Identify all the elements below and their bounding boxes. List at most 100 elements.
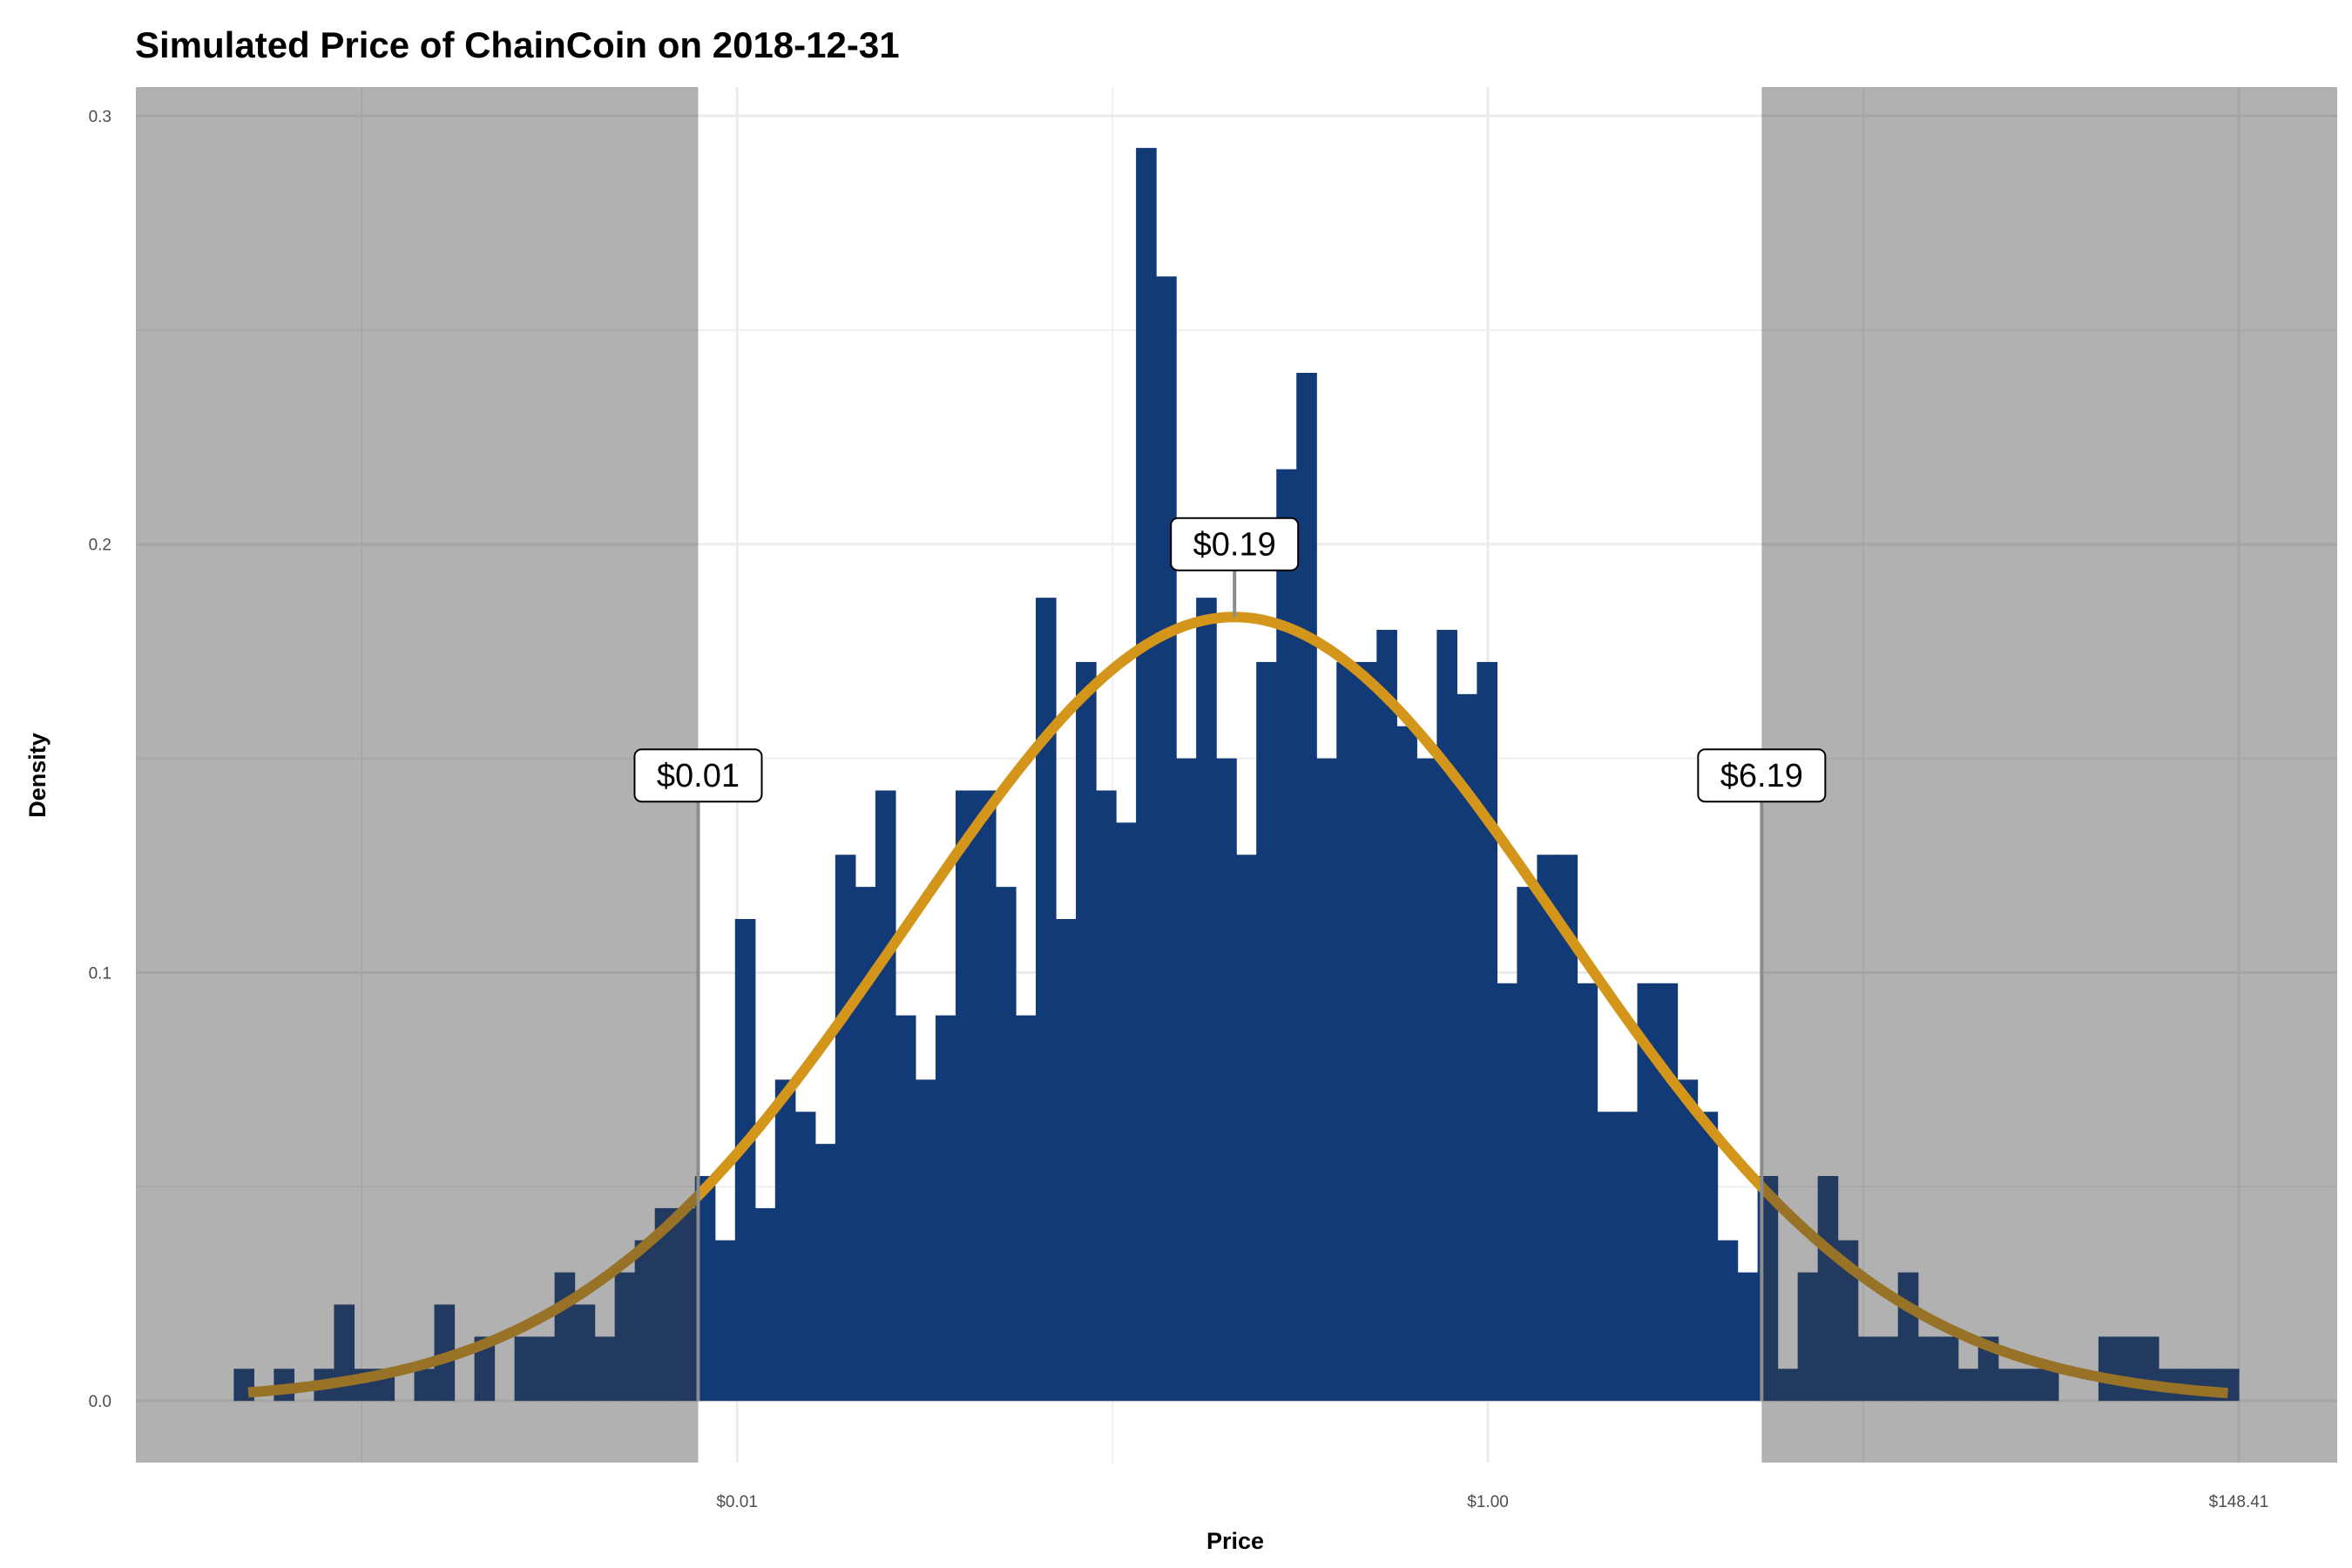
histogram-bar bbox=[1015, 1015, 1037, 1402]
histogram-bar bbox=[1577, 983, 1598, 1402]
histogram-bar bbox=[1997, 1369, 2019, 1402]
histogram-bar bbox=[895, 1015, 916, 1402]
histogram-bar bbox=[694, 1176, 716, 1402]
histogram-bar bbox=[1296, 372, 1317, 1402]
histogram-bar bbox=[614, 1272, 636, 1402]
histogram-bar bbox=[1597, 1112, 1619, 1402]
histogram-bar bbox=[1837, 1240, 1859, 1402]
histogram-bar bbox=[1697, 1112, 1719, 1402]
histogram-bar bbox=[1416, 758, 1437, 1402]
histogram-bar bbox=[1717, 1240, 1739, 1402]
histogram-bar bbox=[1396, 726, 1417, 1402]
histogram-bar bbox=[474, 1336, 496, 1402]
histogram-bar bbox=[1877, 1336, 1899, 1402]
annotation-label: $0.01 bbox=[657, 758, 740, 794]
histogram-bar bbox=[875, 790, 896, 1402]
y-tick-label: 0.3 bbox=[89, 108, 112, 126]
histogram-bar bbox=[1677, 1079, 1699, 1402]
histogram-bar bbox=[955, 790, 977, 1402]
annotation-label-box bbox=[1170, 517, 1300, 571]
histogram-bar bbox=[1917, 1336, 1939, 1402]
histogram-bar bbox=[1777, 1369, 1799, 1402]
histogram-bar bbox=[814, 1144, 836, 1402]
x-tick-label: $148.41 bbox=[2209, 1493, 2269, 1511]
annotation-label: $0.19 bbox=[1193, 527, 1276, 564]
histogram-bar bbox=[1056, 918, 1077, 1402]
histogram-bar bbox=[1096, 790, 1117, 1402]
histogram-bar bbox=[534, 1336, 556, 1402]
histogram-bar bbox=[1797, 1272, 1819, 1402]
histogram-bar bbox=[1617, 1112, 1639, 1402]
y-tick-label: 0.1 bbox=[89, 964, 112, 983]
y-axis-title: Density bbox=[24, 733, 51, 818]
histogram-bar bbox=[915, 1079, 936, 1402]
y-tick-label: 0.2 bbox=[89, 537, 112, 555]
histogram-bar bbox=[1136, 147, 1157, 1402]
histogram-bar bbox=[1737, 1272, 1759, 1402]
histogram-bar bbox=[1176, 758, 1197, 1402]
histogram-bar bbox=[594, 1336, 616, 1402]
histogram-bar bbox=[774, 1079, 796, 1402]
histogram-bar bbox=[1336, 661, 1357, 1402]
chart-title: Simulated Price of ChainCoin on 2018-12-… bbox=[135, 24, 900, 65]
histogram-bar bbox=[654, 1207, 676, 1402]
histogram-bar bbox=[1537, 855, 1558, 1402]
histogram-bar bbox=[1517, 887, 1538, 1402]
histogram-bar bbox=[1156, 276, 1177, 1402]
x-axis-ticks: $0.01 $1.00 $148.41 bbox=[716, 1493, 2268, 1511]
shaded-region bbox=[136, 87, 699, 1463]
histogram-bar bbox=[2038, 1369, 2059, 1402]
histogram-bar bbox=[1477, 661, 1497, 1402]
histogram-bar bbox=[1436, 630, 1457, 1402]
histogram-bar bbox=[1256, 661, 1277, 1402]
annotation-label: $6.19 bbox=[1720, 758, 1803, 794]
fitted-density-curve bbox=[247, 612, 2228, 1399]
histogram-bar bbox=[574, 1304, 596, 1402]
histogram-bar bbox=[1196, 598, 1217, 1402]
histogram-bar bbox=[714, 1240, 736, 1402]
histogram-bar bbox=[1316, 758, 1337, 1402]
histogram-bar bbox=[835, 855, 856, 1402]
histogram-bar bbox=[995, 887, 1017, 1402]
histogram-bar bbox=[1276, 469, 1297, 1402]
histogram-bar bbox=[1957, 1369, 1979, 1402]
histogram-bar bbox=[2017, 1369, 2039, 1402]
histogram-bar bbox=[1036, 598, 1057, 1402]
histogram-bar bbox=[1497, 983, 1518, 1402]
histogram-bar bbox=[1937, 1336, 1959, 1402]
histogram-bar bbox=[1076, 661, 1097, 1402]
annotation-label-box bbox=[633, 748, 763, 803]
histogram-bar bbox=[1376, 630, 1397, 1402]
shaded-region bbox=[1761, 87, 2337, 1463]
histogram-bar bbox=[794, 1112, 816, 1402]
histogram-bar bbox=[1637, 983, 1659, 1402]
histogram-bar bbox=[1356, 661, 1377, 1402]
histogram-bar bbox=[975, 790, 997, 1402]
histogram-bar bbox=[754, 1207, 776, 1402]
histogram-bar bbox=[734, 918, 756, 1402]
histogram-bar bbox=[674, 1207, 696, 1402]
annotation-label-box bbox=[1697, 748, 1827, 803]
histogram-bar bbox=[1236, 855, 1257, 1402]
histogram-bar bbox=[1116, 822, 1137, 1402]
quantile-annotations: $0.01 $0.19 $6.19 bbox=[633, 517, 1827, 1402]
y-tick-label: 0.0 bbox=[89, 1393, 112, 1411]
x-tick-label: $1.00 bbox=[1467, 1493, 1509, 1511]
histogram-bar bbox=[1216, 758, 1237, 1402]
histogram-bar bbox=[414, 1369, 436, 1402]
histogram-bar bbox=[514, 1336, 536, 1402]
histogram-bar bbox=[935, 1015, 956, 1402]
y-axis-ticks: 0.0 0.1 0.2 0.3 bbox=[89, 108, 112, 1411]
histogram-bar bbox=[634, 1240, 656, 1402]
x-axis-title: Price bbox=[1206, 1528, 1264, 1554]
x-tick-label: $0.01 bbox=[716, 1493, 758, 1511]
histogram-bar bbox=[855, 887, 876, 1402]
histogram-bar bbox=[1456, 693, 1477, 1402]
shaded-tail-regions bbox=[136, 87, 2337, 1463]
histogram-bar bbox=[1817, 1176, 1839, 1402]
histogram-bar bbox=[1857, 1336, 1879, 1402]
histogram-bar bbox=[1657, 983, 1679, 1402]
histogram-bars bbox=[233, 147, 2240, 1402]
histogram-bar bbox=[1557, 855, 1578, 1402]
